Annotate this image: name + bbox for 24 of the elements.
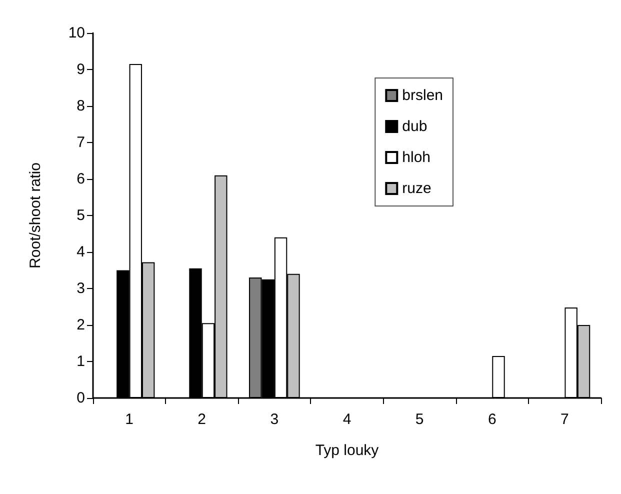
y-tick-label: 6 <box>76 170 85 188</box>
y-tick-label: 0 <box>76 390 85 406</box>
x-tick-label: 1 <box>125 411 134 428</box>
y-tick-label: 5 <box>76 207 85 224</box>
x-tick-label: 5 <box>415 411 424 428</box>
y-axis-title: Root/shoot ratio <box>27 162 44 268</box>
y-tick-label: 3 <box>76 280 85 297</box>
y-tick-label: 2 <box>76 316 85 334</box>
x-tick-label: 4 <box>342 411 352 428</box>
y-tick-label: 8 <box>76 98 85 114</box>
legend-label: hloh <box>402 149 431 166</box>
x-tick-label: 2 <box>198 411 206 428</box>
y-tick-label: 4 <box>76 244 85 260</box>
legend-label: ruze <box>402 180 432 197</box>
x-tick-label: 6 <box>488 411 496 428</box>
x-tick-label: 7 <box>560 411 569 428</box>
y-tick-label: 7 <box>76 134 85 151</box>
y-tick-label: 10 <box>68 24 85 42</box>
y-tick-label: 1 <box>76 353 85 370</box>
legend-label: dub <box>402 118 428 135</box>
x-tick-label: 3 <box>270 411 279 428</box>
y-tick-label: 9 <box>76 61 85 78</box>
legend-label: brslen <box>402 87 444 104</box>
x-axis-title: Typ louky <box>315 442 380 459</box>
